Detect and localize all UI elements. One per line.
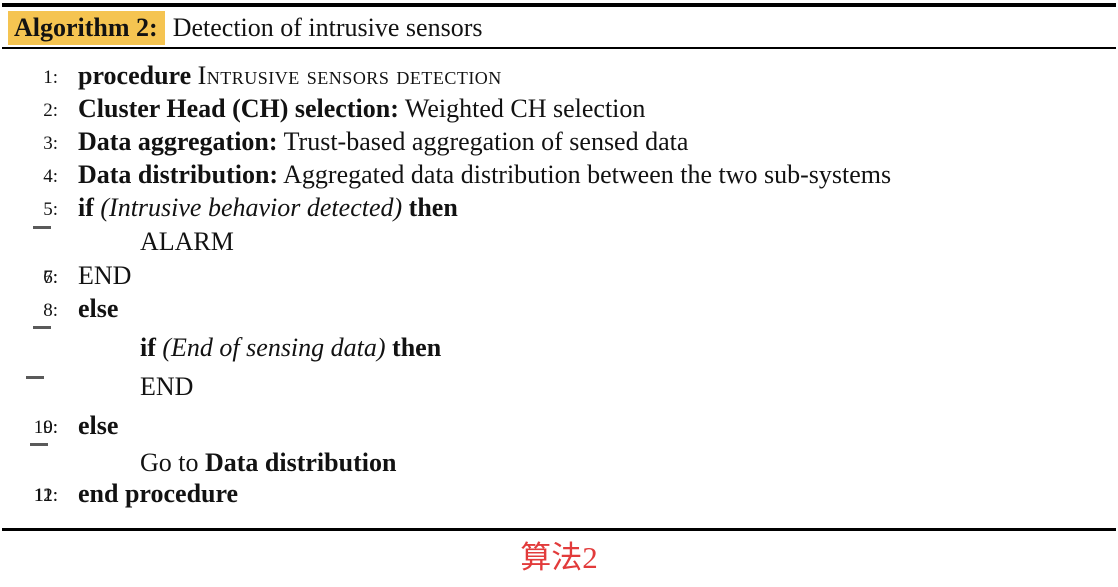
keyword-then: then: [385, 333, 442, 362]
stray-dash-1: [33, 226, 51, 229]
algorithm-title: Algorithm 2: Detection of intrusive senso…: [8, 11, 483, 45]
statement: END: [78, 261, 132, 290]
line-content: Data aggregation: Trust-based aggregatio…: [78, 127, 688, 157]
line-number: 2:: [43, 100, 58, 121]
algo-line-12: 12: 11: end procedure: [0, 479, 1118, 509]
step-text: Trust-based aggregation of sensed data: [277, 127, 689, 156]
line-number: 8:: [43, 300, 58, 321]
algo-line-4: 4: Data distribution: Aggregated data di…: [0, 160, 1118, 190]
line-content: else: [78, 411, 118, 441]
statement: ALARM: [140, 227, 234, 256]
step-text: Weighted CH selection: [398, 94, 646, 123]
title-separator-rule: [2, 47, 1116, 49]
line-content: Data distribution: Aggregated data distr…: [78, 160, 891, 190]
line-content: Go to Data distribution: [140, 448, 396, 478]
algo-line-3: 3: Data aggregation: Trust-based aggrega…: [0, 127, 1118, 157]
keyword: procedure: [78, 61, 198, 90]
stray-dash-3: [26, 376, 44, 379]
line-number-overlay: 9:: [43, 417, 58, 438]
algo-line-6: 6: 7: END: [0, 261, 1118, 291]
keyword-end-procedure: end procedure: [78, 479, 239, 508]
step-label: Cluster Head (CH) selection:: [78, 94, 399, 123]
line-content: if (Intrusive behavior detected) then: [78, 193, 458, 223]
step-text: Aggregated data distribution between the…: [278, 160, 892, 189]
line-content: else: [78, 294, 118, 324]
statement: Go to: [140, 448, 205, 477]
keyword-else: else: [78, 294, 119, 323]
bottom-rule: [2, 528, 1116, 531]
line-number-overlapped: 12: 11:: [0, 481, 58, 511]
algo-line-1: 1: procedure Intrusive sensors detection: [0, 61, 1118, 91]
line-number-overlapped: 10: 9:: [0, 413, 58, 443]
line-number-overlay: 7:: [43, 267, 58, 288]
line-content: end procedure: [78, 479, 238, 509]
algo-line-inner-if: if (End of sensing data) then: [0, 333, 1118, 363]
algo-line-end2: END: [0, 372, 1118, 402]
step-label: Data distribution:: [78, 160, 279, 189]
goto-target: Data distribution: [205, 448, 397, 477]
condition: (Intrusive behavior detected): [100, 193, 403, 222]
line-number-overlay: 11:: [34, 485, 58, 506]
line-number-overlapped: 6: 7:: [0, 263, 58, 293]
algo-line-5: 5: if (Intrusive behavior detected) then: [0, 193, 1118, 223]
top-rule: [2, 3, 1116, 7]
algo-line-goto: Go to Data distribution: [0, 448, 1118, 478]
keyword-then: then: [402, 193, 458, 222]
step-label: Data aggregation:: [78, 127, 278, 156]
line-number: 4:: [43, 166, 58, 187]
line-content: Cluster Head (CH) selection: Weighted CH…: [78, 94, 645, 124]
procedure-name: Intrusive sensors detection: [197, 61, 502, 90]
line-content: END: [140, 372, 193, 402]
line-number: 3:: [43, 133, 58, 154]
keyword-if: if: [78, 193, 101, 222]
condition: (End of sensing data): [162, 333, 386, 362]
algo-line-alarm: ALARM: [0, 227, 1118, 257]
statement: END: [140, 372, 194, 401]
stray-dash-2: [33, 326, 51, 329]
line-content: END: [78, 261, 131, 291]
stray-dash-4: [30, 443, 48, 446]
algo-line-2: 2: Cluster Head (CH) selection: Weighted…: [0, 94, 1118, 124]
algorithm-label-highlight: Algorithm 2:: [8, 11, 165, 45]
line-content: if (End of sensing data) then: [140, 333, 441, 363]
keyword-if: if: [140, 333, 163, 362]
line-content: procedure Intrusive sensors detection: [78, 61, 502, 91]
algorithm-title-text: Detection of intrusive sensors: [172, 13, 483, 42]
keyword-else: else: [78, 411, 119, 440]
line-content: ALARM: [140, 227, 234, 257]
line-number: 5:: [43, 199, 58, 220]
algo-line-8: 8: else: [0, 294, 1118, 324]
line-number: 1:: [43, 67, 58, 88]
algo-line-10: 10: 9: else: [0, 411, 1118, 441]
caption-text: 算法2: [520, 540, 598, 575]
